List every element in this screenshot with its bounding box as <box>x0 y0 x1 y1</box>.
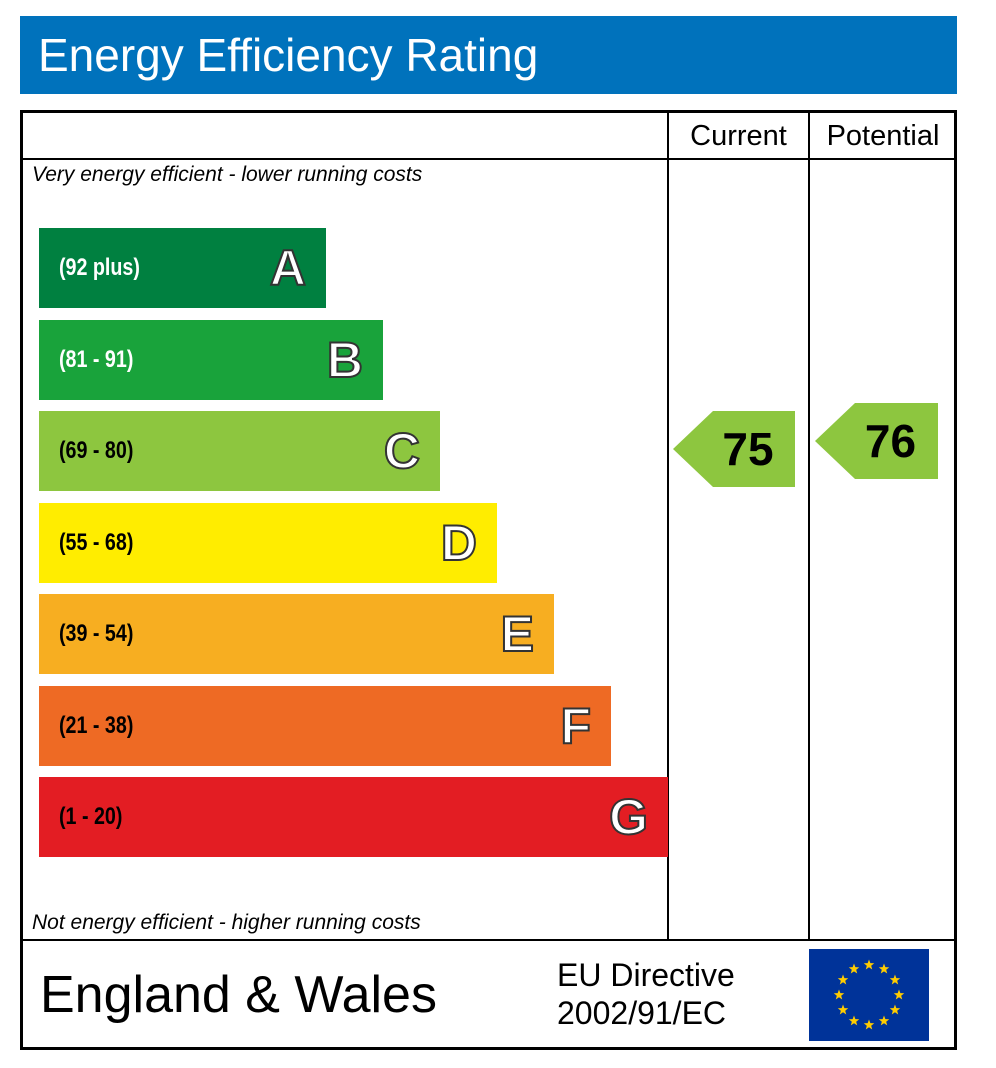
band-e: (39 - 54) E <box>39 594 554 674</box>
directive-line-1: EU Directive <box>557 957 735 993</box>
band-letter: A <box>269 239 307 297</box>
rating-table-frame <box>20 110 957 1050</box>
eu-star-icon <box>837 974 849 985</box>
current-column-header: Current <box>690 120 787 152</box>
current-rating-value: 75 <box>722 423 774 475</box>
eu-star-icon <box>833 989 845 1000</box>
current-column-divider <box>667 110 669 941</box>
band-letter: E <box>500 605 535 663</box>
eu-star-icon <box>848 963 860 974</box>
band-letter: C <box>383 422 421 480</box>
band-range-label: (1 - 20) <box>59 803 123 830</box>
footer-divider <box>20 939 957 941</box>
eu-directive: EU Directive 2002/91/EC <box>557 956 735 1032</box>
band-a: (92 plus) A <box>39 228 326 308</box>
band-range-label: (39 - 54) <box>59 620 134 647</box>
eu-star-icon <box>889 974 901 985</box>
band-d: (55 - 68) D <box>39 502 497 583</box>
eu-star-icon <box>878 1015 890 1026</box>
band-range-label: (81 - 91) <box>59 345 134 373</box>
eu-star-icon <box>863 959 875 970</box>
band-range-label: (55 - 68) <box>59 528 134 556</box>
band-c: (69 - 80) C <box>39 411 440 491</box>
band-f: (21 - 38) F <box>39 685 611 766</box>
eu-star-icon <box>878 963 890 974</box>
band-range-label: (92 plus) <box>59 254 140 281</box>
eu-star-icon <box>889 1004 901 1015</box>
potential-arrow-shape <box>815 403 938 479</box>
band-letter: D <box>440 514 478 572</box>
directive-line-2: 2002/91/EC <box>557 995 727 1031</box>
band-g: (1 - 20) G <box>39 777 668 857</box>
band-letter: F <box>559 697 592 755</box>
header-divider <box>20 158 957 160</box>
band-b: (81 - 91) B <box>39 319 383 400</box>
bottom-efficiency-note: Not energy efficient - higher running co… <box>32 911 421 934</box>
country-label: England & Wales <box>40 966 437 1024</box>
eu-star-icon <box>848 1015 860 1026</box>
potential-rating-value: 76 <box>864 415 917 467</box>
band-letter: B <box>326 331 364 389</box>
potential-arrow-polygon <box>815 403 938 479</box>
chart-title: Energy Efficiency Rating <box>20 16 957 94</box>
current-arrow-polygon <box>673 411 795 487</box>
band-range-label: (69 - 80) <box>59 437 134 464</box>
eu-flag-icon <box>809 949 929 1041</box>
eu-star-icon <box>893 989 905 1000</box>
eu-star-icon <box>863 1019 875 1030</box>
band-letter: G <box>608 788 649 846</box>
current-arrow-shape <box>673 411 795 487</box>
potential-column-header: Potential <box>826 120 940 152</box>
current-rating-arrow: 75 <box>673 411 795 487</box>
potential-rating-arrow: 76 <box>815 403 938 479</box>
potential-column-divider <box>808 110 810 941</box>
eu-star-icon <box>837 1004 849 1015</box>
band-range-label: (21 - 38) <box>59 711 134 739</box>
top-efficiency-note: Very energy efficient - lower running co… <box>32 163 423 186</box>
